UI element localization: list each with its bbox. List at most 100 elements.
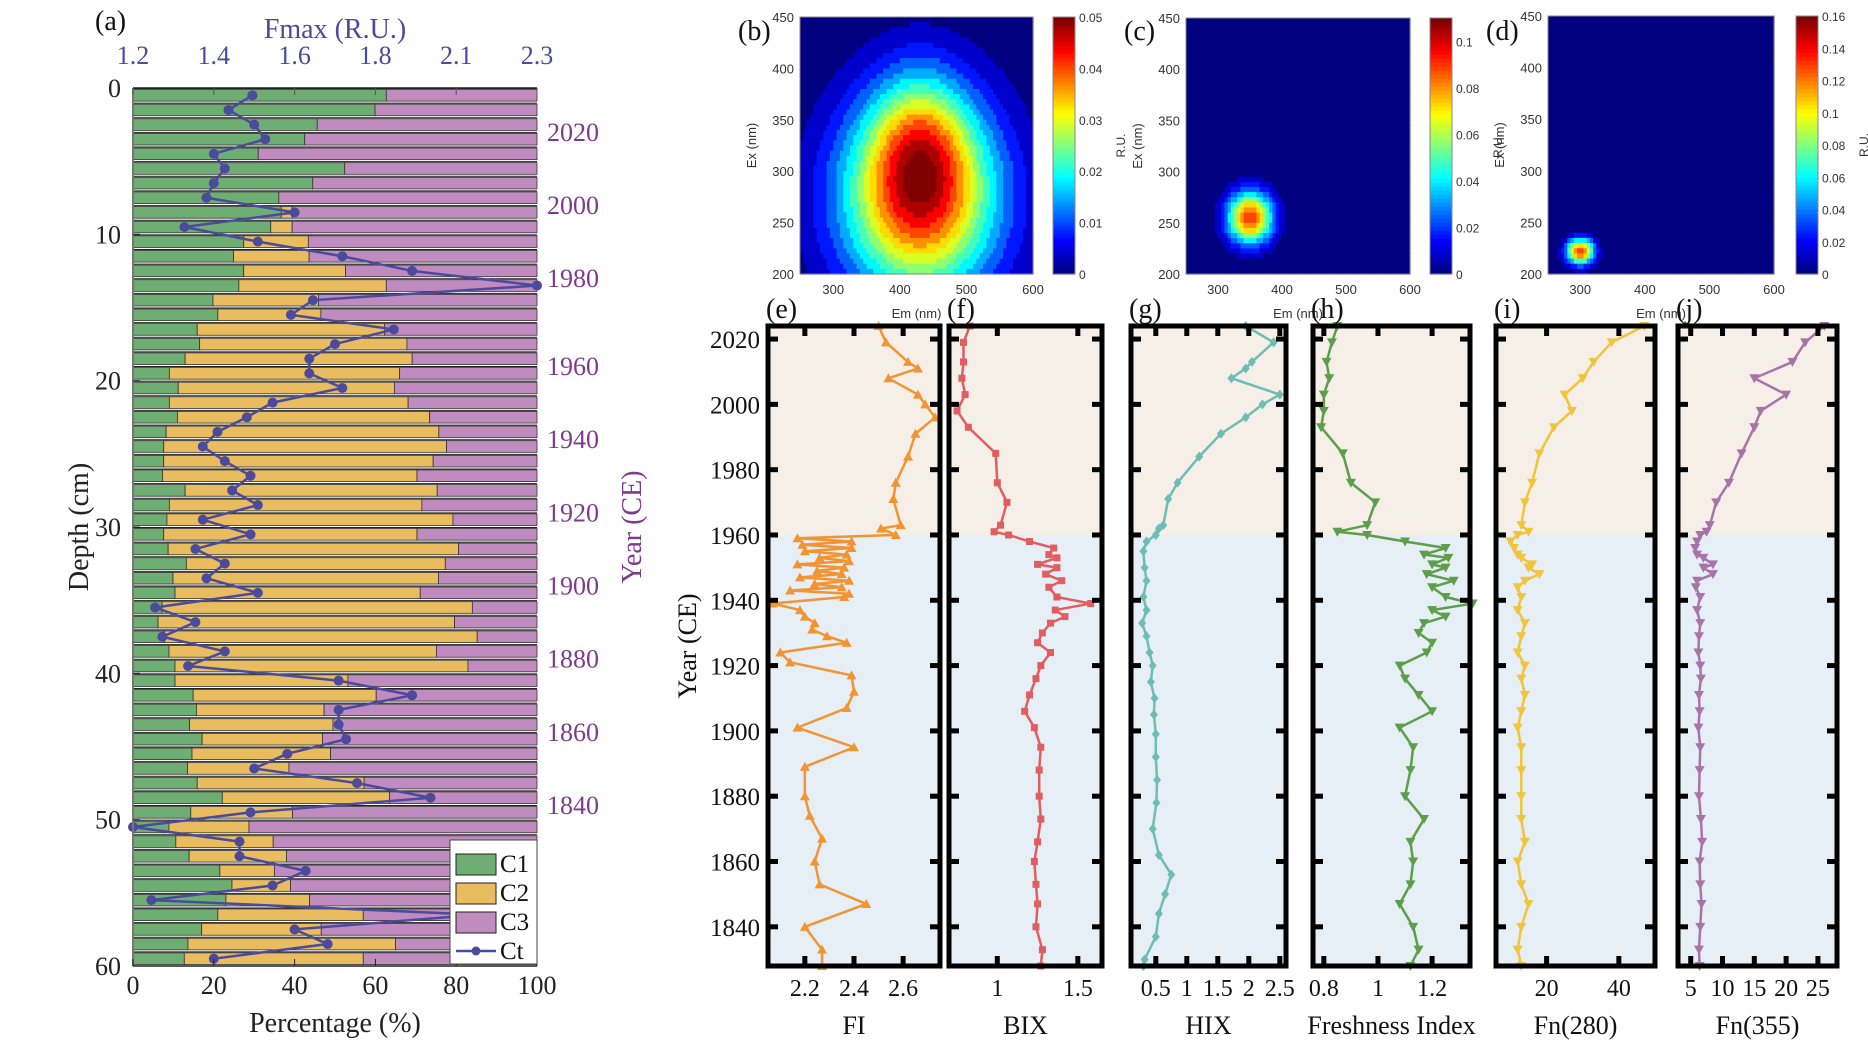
heatmap-cell: [839, 58, 844, 64]
heatmap-cell: [866, 238, 871, 244]
heatmap-cell: [823, 207, 828, 213]
heatmap-cell: [973, 17, 978, 23]
heatmap-cell: [1211, 84, 1216, 91]
heatmap-cell: [1237, 18, 1241, 24]
heatmap-cell: [1214, 166, 1219, 173]
heatmap-cell: [1023, 258, 1027, 265]
heatmap-cell: [946, 263, 951, 270]
heatmap-cell: [886, 227, 891, 234]
bar-c2: [184, 484, 438, 497]
heatmap-cell: [1250, 110, 1254, 116]
heatmap-cell: [1023, 17, 1027, 23]
heatmap-cell: [939, 232, 944, 239]
heatmap-cell: [819, 222, 824, 229]
heatmap-cell: [886, 181, 891, 188]
heatmap-cell: [919, 94, 924, 100]
colorbar-segment: [1053, 69, 1075, 74]
heatmap-cell: [883, 258, 888, 265]
heatmap-cell: [929, 68, 934, 75]
heatmap-cell: [959, 238, 964, 244]
heatmap-cell: [979, 207, 984, 213]
heatmap-cell: [876, 68, 881, 75]
heatmap-cell: [1240, 69, 1245, 75]
heatmap-cell: [886, 104, 891, 111]
heatmap-cell: [996, 83, 1001, 90]
heatmap-cell: [813, 238, 818, 244]
heatmap-cell: [886, 58, 891, 64]
heatmap-cell: [1224, 79, 1229, 86]
heatmap-cell: [926, 212, 931, 219]
heatmap-cell: [959, 263, 964, 270]
heatmap-cell: [806, 135, 811, 141]
heatmap-cell: [869, 212, 874, 219]
heatmap-cell: [983, 176, 987, 183]
heatmap-cell: [966, 130, 971, 136]
heatmap-cell: [1013, 258, 1017, 265]
heatmap-cell: [859, 238, 864, 244]
heatmap-cell: [923, 114, 928, 121]
heatmap-cell: [946, 68, 951, 75]
heatmap-cell: [979, 130, 984, 136]
heatmap-cell: [946, 217, 951, 224]
heatmap-cell: [876, 196, 881, 203]
heatmap-cell: [869, 202, 874, 208]
heatmap-cell: [1029, 155, 1034, 162]
heatmap-cell: [1003, 78, 1007, 85]
heatmap-cell: [806, 202, 811, 208]
heatmap-cell: [1218, 197, 1222, 203]
heatmap-cell: [1023, 222, 1027, 229]
heatmap-cell: [1230, 105, 1235, 111]
heatmap-cell: [1205, 79, 1209, 86]
heatmap-cell: [953, 238, 958, 244]
heatmap-cell: [1006, 171, 1011, 177]
heatmap-cell: [926, 73, 931, 80]
heatmap-cell: [999, 99, 1004, 105]
heatmap-cell: [919, 202, 924, 208]
heatmap-cell: [1192, 258, 1197, 265]
heatmap-cell: [1243, 192, 1248, 198]
heatmap-cell: [923, 248, 928, 255]
heatmap-cell: [966, 222, 971, 229]
heatmap-cell: [1029, 68, 1034, 75]
heatmap-cell: [1192, 140, 1197, 147]
heatmap-cell: [923, 171, 928, 177]
year-tick-label: 2020: [547, 118, 599, 147]
bar-c3: [257, 147, 538, 161]
heatmap-cell: [933, 181, 938, 188]
heatmap-cell: [846, 253, 851, 260]
heatmap-cell: [939, 160, 944, 167]
heatmap-cell: [1237, 263, 1241, 270]
heatmap-cell: [1026, 32, 1031, 39]
heatmap-cell: [1198, 28, 1203, 34]
heatmap-cell: [919, 27, 924, 34]
heatmap-cell: [1186, 202, 1190, 209]
heatmap-cell: [949, 114, 954, 121]
heatmap-cell: [916, 88, 921, 95]
heatmap-cell: [819, 109, 824, 116]
heatmap-cell: [969, 243, 974, 249]
heatmap-cell: [886, 243, 891, 249]
heatmap-cell: [856, 212, 861, 219]
bar-c2: [199, 337, 408, 351]
ct-point: [333, 704, 344, 715]
heatmap-cell: [943, 94, 948, 100]
heatmap-cell: [1250, 238, 1254, 244]
heatmap-cell: [1214, 120, 1219, 127]
heatmap-cell: [1221, 89, 1225, 96]
heatmap-cell: [846, 238, 851, 244]
heatmap-cell: [939, 202, 944, 208]
heatmap-cell: [1205, 125, 1209, 132]
heatmap-cell: [936, 27, 941, 34]
bar-c3: [454, 615, 538, 629]
heatmap-cell: [913, 217, 918, 224]
heatmap-cell: [849, 42, 854, 49]
heatmap-cell: [866, 88, 871, 95]
heatmap-cell: [833, 104, 838, 111]
colorbar-segment: [1053, 153, 1075, 159]
heatmap-cell: [1023, 155, 1027, 162]
heatmap-cell: [1240, 207, 1245, 214]
heatmap-cell: [1243, 125, 1248, 132]
heatmap-cell: [1214, 140, 1219, 147]
heatmap-cell: [1003, 258, 1007, 265]
heatmap-cell: [936, 68, 941, 75]
